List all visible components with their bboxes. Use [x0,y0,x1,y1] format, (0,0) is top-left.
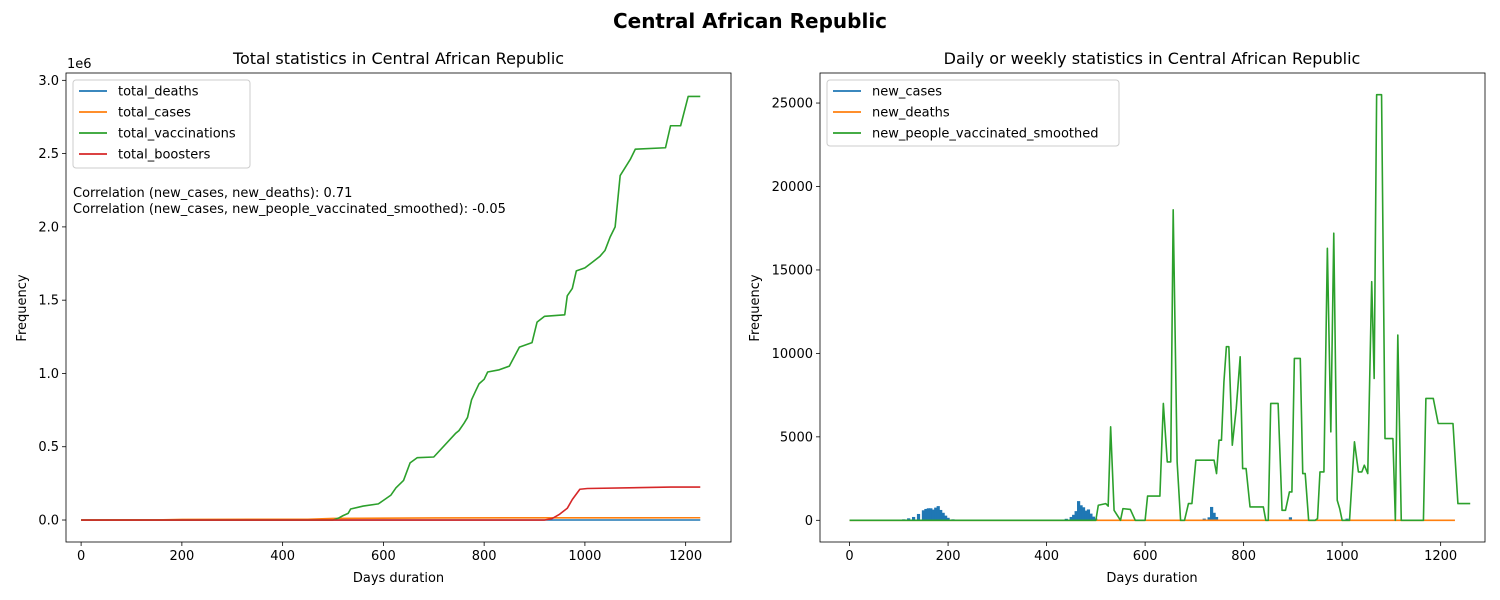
right-chart-title: Daily or weekly statistics in Central Af… [944,49,1361,68]
bar-new_cases [1214,516,1219,521]
bar-new_cases [911,516,916,521]
bar-new_cases [939,509,943,521]
bar-new_cases [1072,514,1076,521]
x-tick-label: 1000 [568,549,601,564]
right-chart-plot-area [849,93,1471,522]
x-tick-label: 1200 [669,549,702,564]
y-tick-label: 1.0 [38,367,59,382]
legend-label-total_deaths: total_deaths [118,85,199,100]
bar-new_cases [926,508,930,521]
x-tick-label: 200 [936,549,961,564]
right-chart-frame [819,72,1486,543]
y-tick-label: 2.5 [38,147,59,162]
legend-label-new_cases: new_cases [872,85,942,100]
bar-new_cases [1081,507,1086,521]
right-chart-ylabel: Frequency [748,274,763,341]
left-chart-ylabel: Frequency [15,274,30,341]
x-tick-label: 0 [77,549,85,564]
y-tick-label: 20000 [772,180,813,195]
bar-new_cases [1074,511,1078,521]
legend-box [826,79,1120,147]
left-chart-xlabel: Days duration [353,571,444,586]
legend-label-total_boosters: total_boosters [118,148,211,163]
legend-label-new_deaths: new_deaths [872,106,950,121]
bar-new_cases [1345,518,1349,521]
series-line-new_people_vaccinated_smoothed [849,93,1471,522]
legend-label-total_vaccinations: total_vaccinations [118,127,236,142]
x-tick-label: 600 [371,549,396,564]
x-tick-label: 800 [472,549,497,564]
y-tick-label: 10000 [772,347,813,362]
y-tick-label: 25000 [772,97,813,112]
x-tick-label: 800 [1231,549,1256,564]
bar-new_cases [924,508,928,521]
x-tick-label: 1200 [1424,549,1457,564]
left-chart: Total statistics in Central African Repu… [15,49,732,586]
left-chart-legend: total_deaths total_cases total_vaccination… [72,79,251,169]
bar-new_cases [944,515,948,521]
left-chart-title: Total statistics in Central African Repu… [232,49,564,68]
correlation-annotation-2: Correlation (new_cases, new_people_vacci… [73,202,506,217]
x-tick-label: 400 [1034,549,1059,564]
legend-label-total_cases: total_cases [118,106,191,121]
left-chart-frame [65,72,732,543]
y-tick-label: 2.0 [38,220,59,235]
y-tick-label: 1.5 [38,294,59,309]
right-chart: Daily or weekly statistics in Central Af… [748,49,1486,586]
bar-new_cases [1086,509,1091,521]
bar-new_cases [1079,505,1083,521]
bar-new_cases [936,506,940,521]
correlation-annotation-1: Correlation (new_cases, new_deaths): 0.7… [73,186,352,201]
bar-new_cases [921,510,926,521]
right-chart-legend: new_cases new_deaths new_people_vaccinated… [826,79,1120,147]
left-chart-offset-label: 1e6 [67,57,92,72]
bar-new_cases [1202,518,1206,521]
bar-new_cases [941,512,945,521]
bar-new_cases [929,508,933,521]
y-tick-label: 3.0 [38,74,59,89]
x-tick-label: 600 [1133,549,1158,564]
bar-new_cases [1091,516,1095,521]
series-line-total_boosters [81,486,701,521]
bar-new_cases [931,509,935,521]
x-tick-label: 400 [270,549,295,564]
right-chart-bars-new_cases [897,501,1349,521]
left-chart-plot-area [81,95,701,521]
right-chart-xlabel: Days duration [1106,571,1197,586]
x-tick-label: 0 [845,549,853,564]
bar-new_cases [1212,512,1216,521]
y-tick-label: 0.5 [38,440,59,455]
bar-new_cases [907,518,911,521]
bar-new_cases [946,517,950,521]
bar-new_cases [916,513,921,521]
bar-new_cases [1084,510,1088,521]
legend-label-new_people_vaccinated_smoothed: new_people_vaccinated_smoothed [872,127,1098,142]
bar-new_cases [1288,517,1293,521]
figure-suptitle: Central African Republic [613,9,887,33]
bar-new_cases [1077,501,1081,521]
y-tick-label: 0.0 [38,514,59,529]
bar-new_cases [1089,513,1093,521]
y-tick-label: 15000 [772,263,813,278]
bar-new_cases [1210,506,1214,521]
y-tick-label: 5000 [780,430,813,445]
legend-box [72,79,251,169]
bar-new_cases [934,507,938,521]
bar-new_cases [1069,516,1073,521]
bar-new_cases [1207,517,1211,521]
series-line-total_vaccinations [81,95,701,521]
x-tick-label: 1000 [1326,549,1359,564]
y-tick-label: 0 [805,514,813,529]
x-tick-label: 200 [169,549,194,564]
